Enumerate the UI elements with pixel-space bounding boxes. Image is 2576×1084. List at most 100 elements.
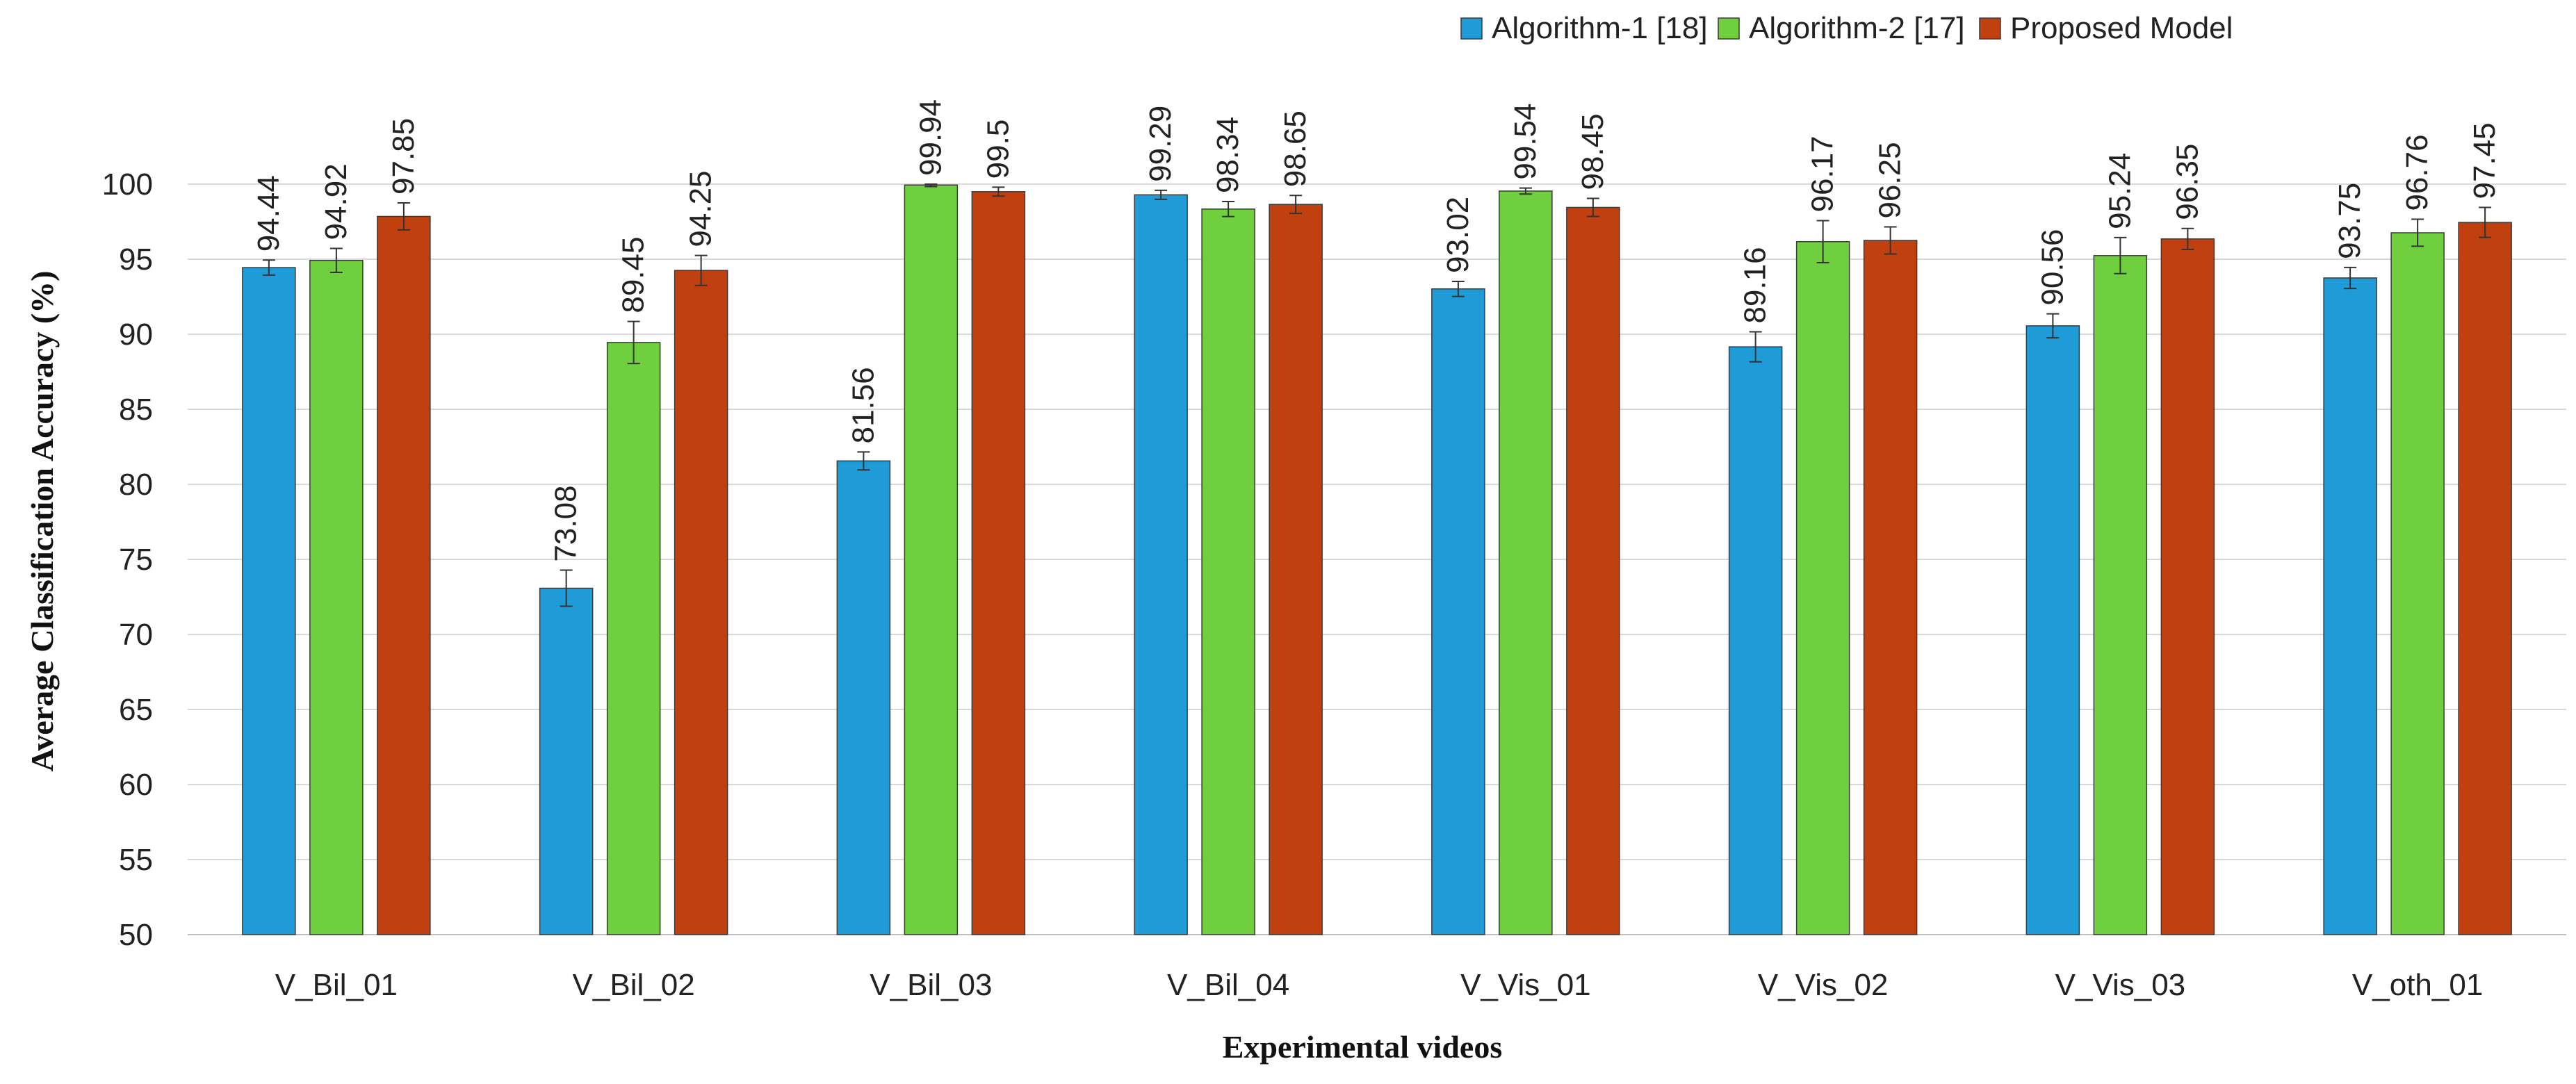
bar xyxy=(2458,222,2512,935)
data-label: 99.54 xyxy=(1508,104,1542,180)
x-tick-label: V_Bil_03 xyxy=(870,968,992,1002)
error-bar xyxy=(1289,195,1303,215)
error-bar xyxy=(329,247,343,274)
error-bar xyxy=(1222,201,1235,217)
bar xyxy=(1269,204,1323,935)
x-tick-label: V_Vis_01 xyxy=(1460,968,1591,1002)
bar xyxy=(1863,240,1918,935)
legend-item: Proposed Model xyxy=(1979,11,2233,45)
x-tick-label: V_Bil_04 xyxy=(1167,968,1289,1002)
error-bar xyxy=(924,183,938,188)
error-bar xyxy=(2344,266,2357,290)
data-labels: 94.44 94.92 97.85 73.08 89.45 94.25 81.56 99.94… xyxy=(252,99,2502,562)
data-label: 94.44 xyxy=(252,175,286,252)
y-tick-label: 70 xyxy=(119,618,153,652)
x-tick-label: V_Bil_02 xyxy=(573,968,695,1002)
error-bar xyxy=(1586,197,1599,217)
bar xyxy=(606,342,661,935)
y-tick-label: 80 xyxy=(119,468,153,502)
error-bar xyxy=(694,254,708,286)
y-tick-label: 75 xyxy=(119,543,153,577)
y-tick-label: 55 xyxy=(119,843,153,877)
bar xyxy=(1795,240,1850,935)
data-label: 97.85 xyxy=(386,118,421,195)
data-label: 89.16 xyxy=(1738,247,1772,323)
data-label: 93.02 xyxy=(1441,197,1475,273)
legend-item: Algorithm-2 [17] xyxy=(1718,11,1965,45)
bar xyxy=(1728,346,1783,935)
x-tick-label: V_oth_01 xyxy=(2352,968,2483,1002)
bar xyxy=(674,270,728,935)
y-tick-label: 85 xyxy=(119,393,153,427)
y-axis-ticks: 50 55 60 65 70 75 80 85 90 95 100 xyxy=(102,167,153,952)
data-label: 97.45 xyxy=(2468,122,2502,199)
bar xyxy=(309,259,364,935)
bar xyxy=(2160,238,2215,935)
data-label: 99.94 xyxy=(913,99,947,176)
data-label: 93.75 xyxy=(2333,183,2367,259)
error-bar xyxy=(1451,280,1465,297)
error-bar xyxy=(857,451,870,471)
error-bar xyxy=(1816,220,1829,263)
data-label: 94.92 xyxy=(319,163,353,240)
bar xyxy=(904,184,959,935)
data-label: 81.56 xyxy=(846,367,880,443)
data-label: 99.29 xyxy=(1143,106,1177,182)
bar xyxy=(539,587,594,935)
error-bar xyxy=(992,186,1005,197)
x-axis-ticks: V_Bil_01 V_Bil_02 V_Bil_03 V_Bil_04 V_Vis_01… xyxy=(275,968,2484,1002)
y-tick-label: 65 xyxy=(119,693,153,727)
error-bar xyxy=(397,202,410,231)
bar xyxy=(1499,190,1553,935)
bar xyxy=(1134,194,1188,935)
data-label: 90.56 xyxy=(2035,229,2069,306)
legend-label: Proposed Model xyxy=(2010,11,2233,45)
error-bar xyxy=(2181,227,2194,250)
y-tick-label: 95 xyxy=(119,243,153,277)
x-tick-label: V_Vis_03 xyxy=(2055,968,2186,1002)
error-bar xyxy=(262,259,275,276)
data-label: 73.08 xyxy=(549,485,583,561)
error-bar xyxy=(1155,189,1168,200)
bar xyxy=(2323,277,2377,935)
data-label: 96.35 xyxy=(2170,144,2204,220)
error-bar xyxy=(2046,313,2060,339)
data-label: 98.65 xyxy=(1278,110,1312,187)
error-bar xyxy=(2114,236,2127,274)
bar xyxy=(2025,325,2080,935)
data-label: 96.76 xyxy=(2400,134,2434,211)
bar xyxy=(1201,208,1255,935)
error-bar xyxy=(2479,206,2492,238)
legend: Algorithm-1 [18] Algorithm-2 [17] Proposed… xyxy=(1460,11,2233,45)
bar xyxy=(1566,206,1620,935)
data-label: 99.5 xyxy=(981,120,1015,179)
bar xyxy=(377,215,431,935)
error-bar xyxy=(1749,331,1762,363)
data-label: 98.45 xyxy=(1576,113,1610,190)
bars xyxy=(242,184,2512,935)
legend-label: Algorithm-1 [18] xyxy=(1492,11,1708,45)
error-bar xyxy=(627,320,640,365)
data-label: 98.34 xyxy=(1211,117,1245,193)
y-tick-label: 100 xyxy=(102,167,153,202)
data-label: 95.24 xyxy=(2103,153,2137,229)
data-label: 94.25 xyxy=(684,170,718,247)
legend-swatch xyxy=(1979,17,2001,40)
x-tick-label: V_Bil_01 xyxy=(275,968,398,1002)
bar xyxy=(242,267,296,935)
error-bar xyxy=(2411,218,2424,247)
error-bar xyxy=(560,569,573,607)
error-bar xyxy=(1519,187,1532,195)
legend-item: Algorithm-1 [18] xyxy=(1460,11,1708,45)
x-tick-label: V_Vis_02 xyxy=(1758,968,1889,1002)
error-bar xyxy=(1884,226,1897,255)
y-tick-label: 90 xyxy=(119,318,153,352)
legend-swatch xyxy=(1718,17,1740,40)
error-bars xyxy=(262,183,2492,607)
bar xyxy=(2093,255,2148,935)
bar xyxy=(2390,232,2445,935)
data-label: 96.17 xyxy=(1806,136,1840,212)
data-label: 89.45 xyxy=(617,237,651,313)
bar xyxy=(971,191,1026,935)
